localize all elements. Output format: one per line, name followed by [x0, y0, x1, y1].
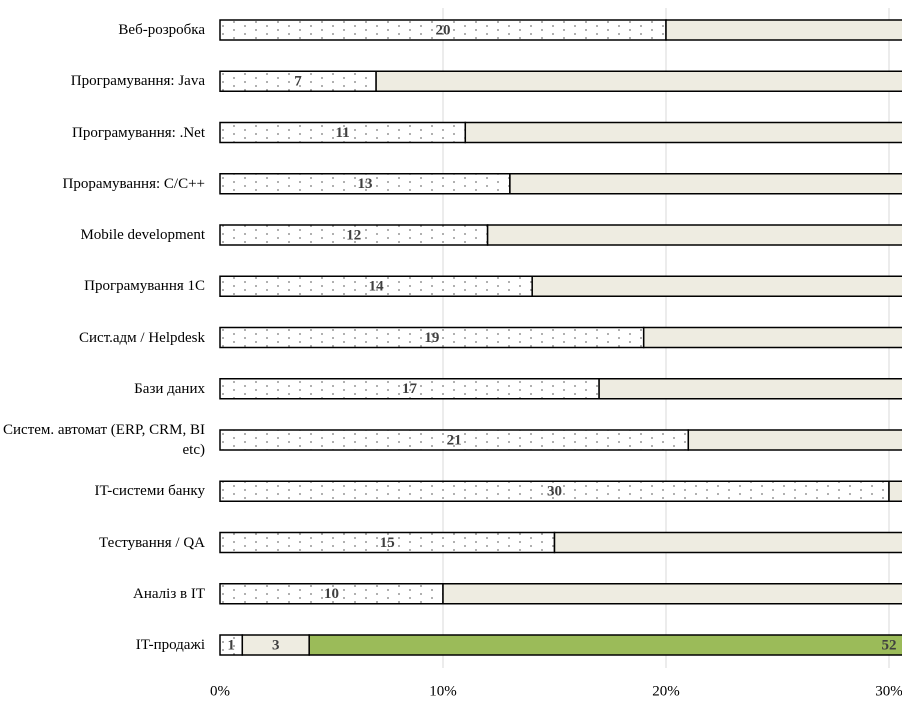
data-label: 3 [272, 637, 280, 653]
data-label: 13 [357, 176, 372, 192]
y-tick-label: Бази даних [134, 380, 205, 397]
bar-segment [642, 326, 902, 349]
y-tick-label: IT-системи банку [94, 483, 206, 500]
y-tick-label: Аналіз в IT [133, 585, 205, 602]
y-tick-label: Веб-розробка [118, 22, 205, 38]
x-tick-label: 20% [652, 683, 680, 699]
data-label: 19 [424, 330, 439, 346]
bar-segment [464, 121, 902, 144]
bar-segment [531, 275, 902, 297]
y-tick-label: Сист.адм / Helpdesk [79, 329, 205, 346]
data-label: 7 [294, 74, 302, 90]
bar-segment [598, 378, 902, 400]
bar-segment [553, 531, 902, 554]
bar-segment [509, 173, 902, 195]
y-tick-label: Програмування 1С [84, 278, 205, 295]
data-label: 17 [402, 381, 418, 397]
data-label: 15 [380, 535, 395, 551]
bar-segment [486, 224, 902, 246]
y-tick-label: IT-продажі [135, 637, 205, 653]
data-label: 11 [336, 125, 350, 141]
data-label: 1 [227, 637, 235, 653]
bar-segment [687, 429, 902, 451]
x-tick-label: 30% [875, 683, 902, 699]
data-label: 21 [447, 432, 462, 448]
y-tick-label: Тестування / QA [99, 534, 205, 551]
bar-segment [442, 583, 902, 605]
y-tick-label: Програмування: .Net [72, 124, 205, 141]
data-label: 12 [346, 227, 361, 243]
y-tick-label: Програмування: Java [70, 73, 205, 90]
data-label: 14 [369, 279, 385, 295]
y-tick-label: Прорамування: C/C++ [62, 175, 206, 192]
data-label: 30 [547, 484, 562, 500]
y-tick-label: Mobile development [80, 227, 205, 243]
x-tick-label: 10% [429, 683, 457, 699]
y-tick-label: Систем. автомат (ERP, CRM, BI etc) [3, 422, 205, 458]
data-label: 10 [324, 586, 339, 602]
bar-segment [888, 480, 902, 502]
bar-segment [665, 19, 902, 41]
bar-segment [308, 634, 902, 656]
data-label: 20 [436, 22, 451, 38]
bar-segment [375, 70, 902, 92]
x-tick-label: 0% [210, 683, 230, 699]
data-label: 52 [882, 637, 897, 653]
